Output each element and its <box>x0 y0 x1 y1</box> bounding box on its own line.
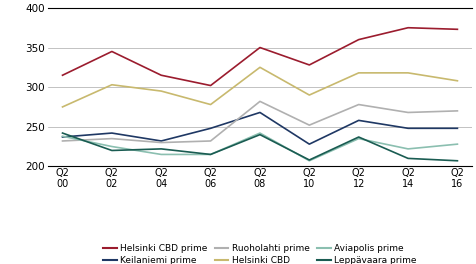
Legend: Helsinki CBD prime, Keilaniemi prime, Ruoholahti prime, Helsinki CBD, Aviapolis : Helsinki CBD prime, Keilaniemi prime, Ru… <box>99 241 419 264</box>
